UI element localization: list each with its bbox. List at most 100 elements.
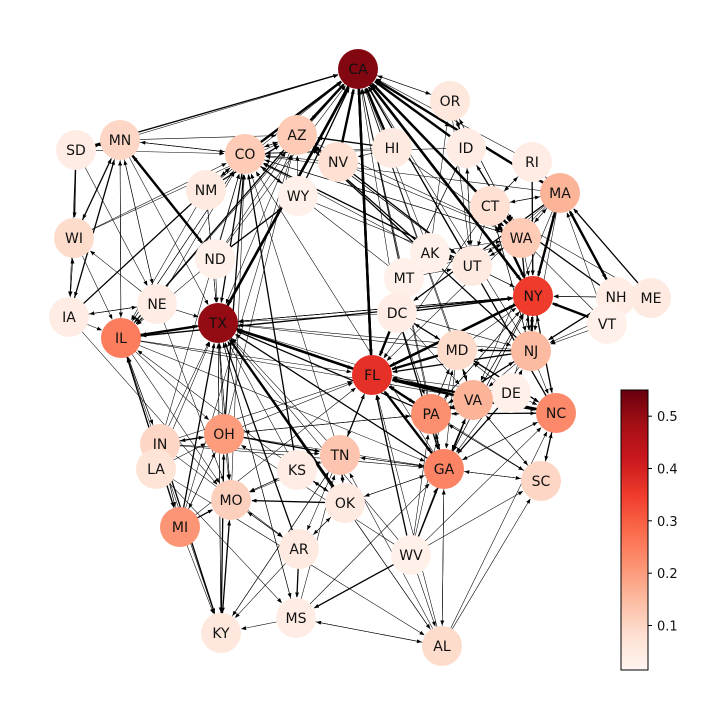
- edge-pa-nc: [442, 411, 536, 416]
- node-circle-nc: [536, 393, 576, 433]
- node-co: CO: [225, 134, 265, 174]
- edge-co-tx: [220, 165, 244, 303]
- node-circle-wi: [54, 218, 94, 258]
- node-label-wa: WA: [510, 231, 533, 247]
- node-circle-id: [446, 128, 486, 168]
- node-ak: AK: [410, 233, 450, 273]
- node-label-hi: HI: [385, 141, 400, 157]
- edge-dc-ny: [408, 297, 513, 313]
- node-label-me: ME: [641, 291, 662, 307]
- edge-oh-co: [224, 174, 246, 423]
- node-circle-mo: [211, 480, 251, 520]
- node-nm: NM: [186, 170, 226, 210]
- edge-sc-ga: [464, 470, 530, 480]
- node-label-wv: WV: [399, 548, 423, 564]
- edge-ms-ga: [304, 483, 430, 610]
- node-label-mn: MN: [109, 133, 132, 149]
- node-id: ID: [446, 128, 486, 168]
- node-label-va: VA: [464, 393, 483, 409]
- node-label-mt: MT: [394, 271, 415, 287]
- edge-ak-co: [263, 163, 420, 248]
- node-circle-mi: [160, 507, 200, 547]
- node-az: AZ: [277, 115, 317, 155]
- node-label-ar: AR: [289, 542, 309, 558]
- node-ky: KY: [201, 613, 241, 653]
- edge-dc-tx: [238, 313, 386, 324]
- edge-md-ca: [364, 88, 454, 339]
- edge-mi-tx: [181, 343, 216, 516]
- node-tn: TN: [320, 435, 360, 475]
- edge-co-wa: [256, 157, 502, 233]
- node-circle-ar: [279, 529, 319, 569]
- node-circle-ca: [338, 49, 378, 89]
- node-circle-va: [453, 380, 493, 420]
- edge-tx-ok: [224, 332, 334, 487]
- edge-ca-ny: [364, 77, 522, 281]
- node-label-co: CO: [235, 147, 256, 163]
- node-label-id: ID: [459, 141, 474, 157]
- edge-wv-oh: [241, 445, 402, 549]
- node-label-nd: ND: [204, 252, 225, 268]
- edge-ny-pa: [444, 304, 526, 399]
- edge-tx-ny: [229, 296, 513, 323]
- edge-ar-ky: [234, 557, 292, 618]
- node-label-nh: NH: [606, 290, 627, 306]
- node-label-mi: MI: [172, 520, 188, 536]
- edge-mi-ky: [184, 538, 214, 614]
- node-label-in: IN: [153, 437, 168, 453]
- edge-de-ga: [457, 401, 504, 454]
- node-ri: RI: [512, 142, 552, 182]
- edge-wy-ca: [302, 87, 350, 186]
- node-circle-ky: [201, 613, 241, 653]
- nodes-layer: CA OR SD MN AZ CO NV HI ID RI MA NM WY CT WI WA ND AK UT MT…: [49, 49, 671, 666]
- node-circle-tx: [198, 303, 238, 343]
- node-label-dc: DC: [387, 306, 408, 322]
- edge-ca-or: [369, 72, 431, 95]
- edge-va-fl: [391, 378, 462, 399]
- node-md: MD: [437, 330, 477, 370]
- node-circle-dc: [377, 293, 417, 333]
- node-circle-ok: [325, 483, 365, 523]
- node-label-or: OR: [440, 94, 461, 110]
- node-circle-ak: [410, 233, 450, 273]
- edge-in-il: [127, 357, 157, 433]
- edge-nj-tx: [238, 323, 520, 351]
- node-label-ct: CT: [481, 199, 500, 215]
- node-circle-pa: [411, 394, 451, 434]
- node-circle-wv: [391, 535, 431, 575]
- edge-tn-tx: [231, 338, 333, 447]
- node-circle-vt: [587, 304, 627, 344]
- edge-wv-fl: [375, 395, 410, 544]
- node-circle-ma: [540, 173, 580, 213]
- edge-oh-fl: [234, 382, 353, 430]
- node-label-pa: PA: [422, 407, 440, 423]
- edge-nc-ga: [462, 418, 546, 460]
- node-pa: PA: [411, 394, 451, 434]
- edge-ia-mo: [76, 325, 218, 485]
- node-circle-ri: [512, 142, 552, 182]
- edge-ga-co: [255, 171, 438, 460]
- edge-ks-tx: [227, 341, 292, 460]
- node-ia: IA: [49, 297, 89, 337]
- node-label-md: MD: [446, 343, 469, 359]
- edge-fl-ga: [379, 384, 432, 453]
- edge-wv-al: [414, 566, 436, 627]
- node-label-ms: MS: [286, 611, 307, 627]
- edge-al-ms: [316, 620, 431, 644]
- edge-ca-fl: [357, 80, 373, 355]
- node-label-mo: MO: [219, 493, 242, 509]
- edge-md-fl: [391, 352, 446, 371]
- node-circle-wa: [501, 218, 541, 258]
- edge-ga-tx: [235, 333, 435, 464]
- node-wv: WV: [391, 535, 431, 575]
- node-ny: NY: [513, 276, 553, 316]
- node-me: ME: [631, 278, 671, 318]
- node-vt: VT: [587, 304, 627, 344]
- edge-al-fl: [376, 394, 440, 635]
- edge-ny-ma: [535, 212, 556, 285]
- colorbar-tick-label: 0.2: [657, 567, 678, 582]
- node-label-wi: WI: [65, 231, 83, 247]
- edge-tn-co: [250, 173, 337, 444]
- node-il: IL: [101, 318, 141, 358]
